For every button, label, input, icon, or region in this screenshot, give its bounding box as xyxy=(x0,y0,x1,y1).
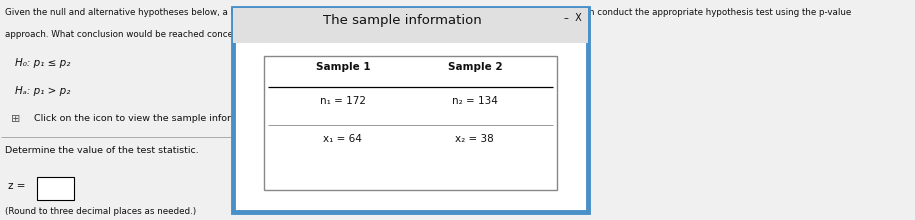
Text: ⊞: ⊞ xyxy=(11,114,20,124)
Text: z =: z = xyxy=(7,181,25,191)
FancyBboxPatch shape xyxy=(232,8,587,43)
Text: n₂ = 134: n₂ = 134 xyxy=(452,96,498,106)
Text: H₀: p₁ ≤ p₂: H₀: p₁ ≤ p₂ xyxy=(16,58,70,68)
Text: x₁ = 64: x₁ = 64 xyxy=(323,134,362,144)
Text: –  X: – X xyxy=(564,13,582,23)
Text: n₁ = 172: n₁ = 172 xyxy=(320,96,366,106)
Text: The sample information: The sample information xyxy=(323,15,482,28)
Text: Sample 2: Sample 2 xyxy=(447,62,502,72)
Text: Given the null and alternative hypotheses below, a level of significance α = 0.0: Given the null and alternative hypothese… xyxy=(5,8,852,17)
Text: x₂ = 38: x₂ = 38 xyxy=(456,134,494,144)
Text: Determine the value of the test statistic.: Determine the value of the test statisti… xyxy=(5,146,199,155)
FancyBboxPatch shape xyxy=(37,177,74,200)
FancyBboxPatch shape xyxy=(264,56,557,190)
Text: Click on the icon to view the sample information.: Click on the icon to view the sample inf… xyxy=(34,114,267,123)
Text: (Round to three decimal places as needed.): (Round to three decimal places as needed… xyxy=(5,207,197,216)
FancyBboxPatch shape xyxy=(232,8,587,212)
Text: Sample 1: Sample 1 xyxy=(316,62,371,72)
Text: Hₐ: p₁ > p₂: Hₐ: p₁ > p₂ xyxy=(16,86,70,96)
Text: approach. What conclusion would be reached concerning the null hypothesis?: approach. What conclusion would be reach… xyxy=(5,30,347,39)
